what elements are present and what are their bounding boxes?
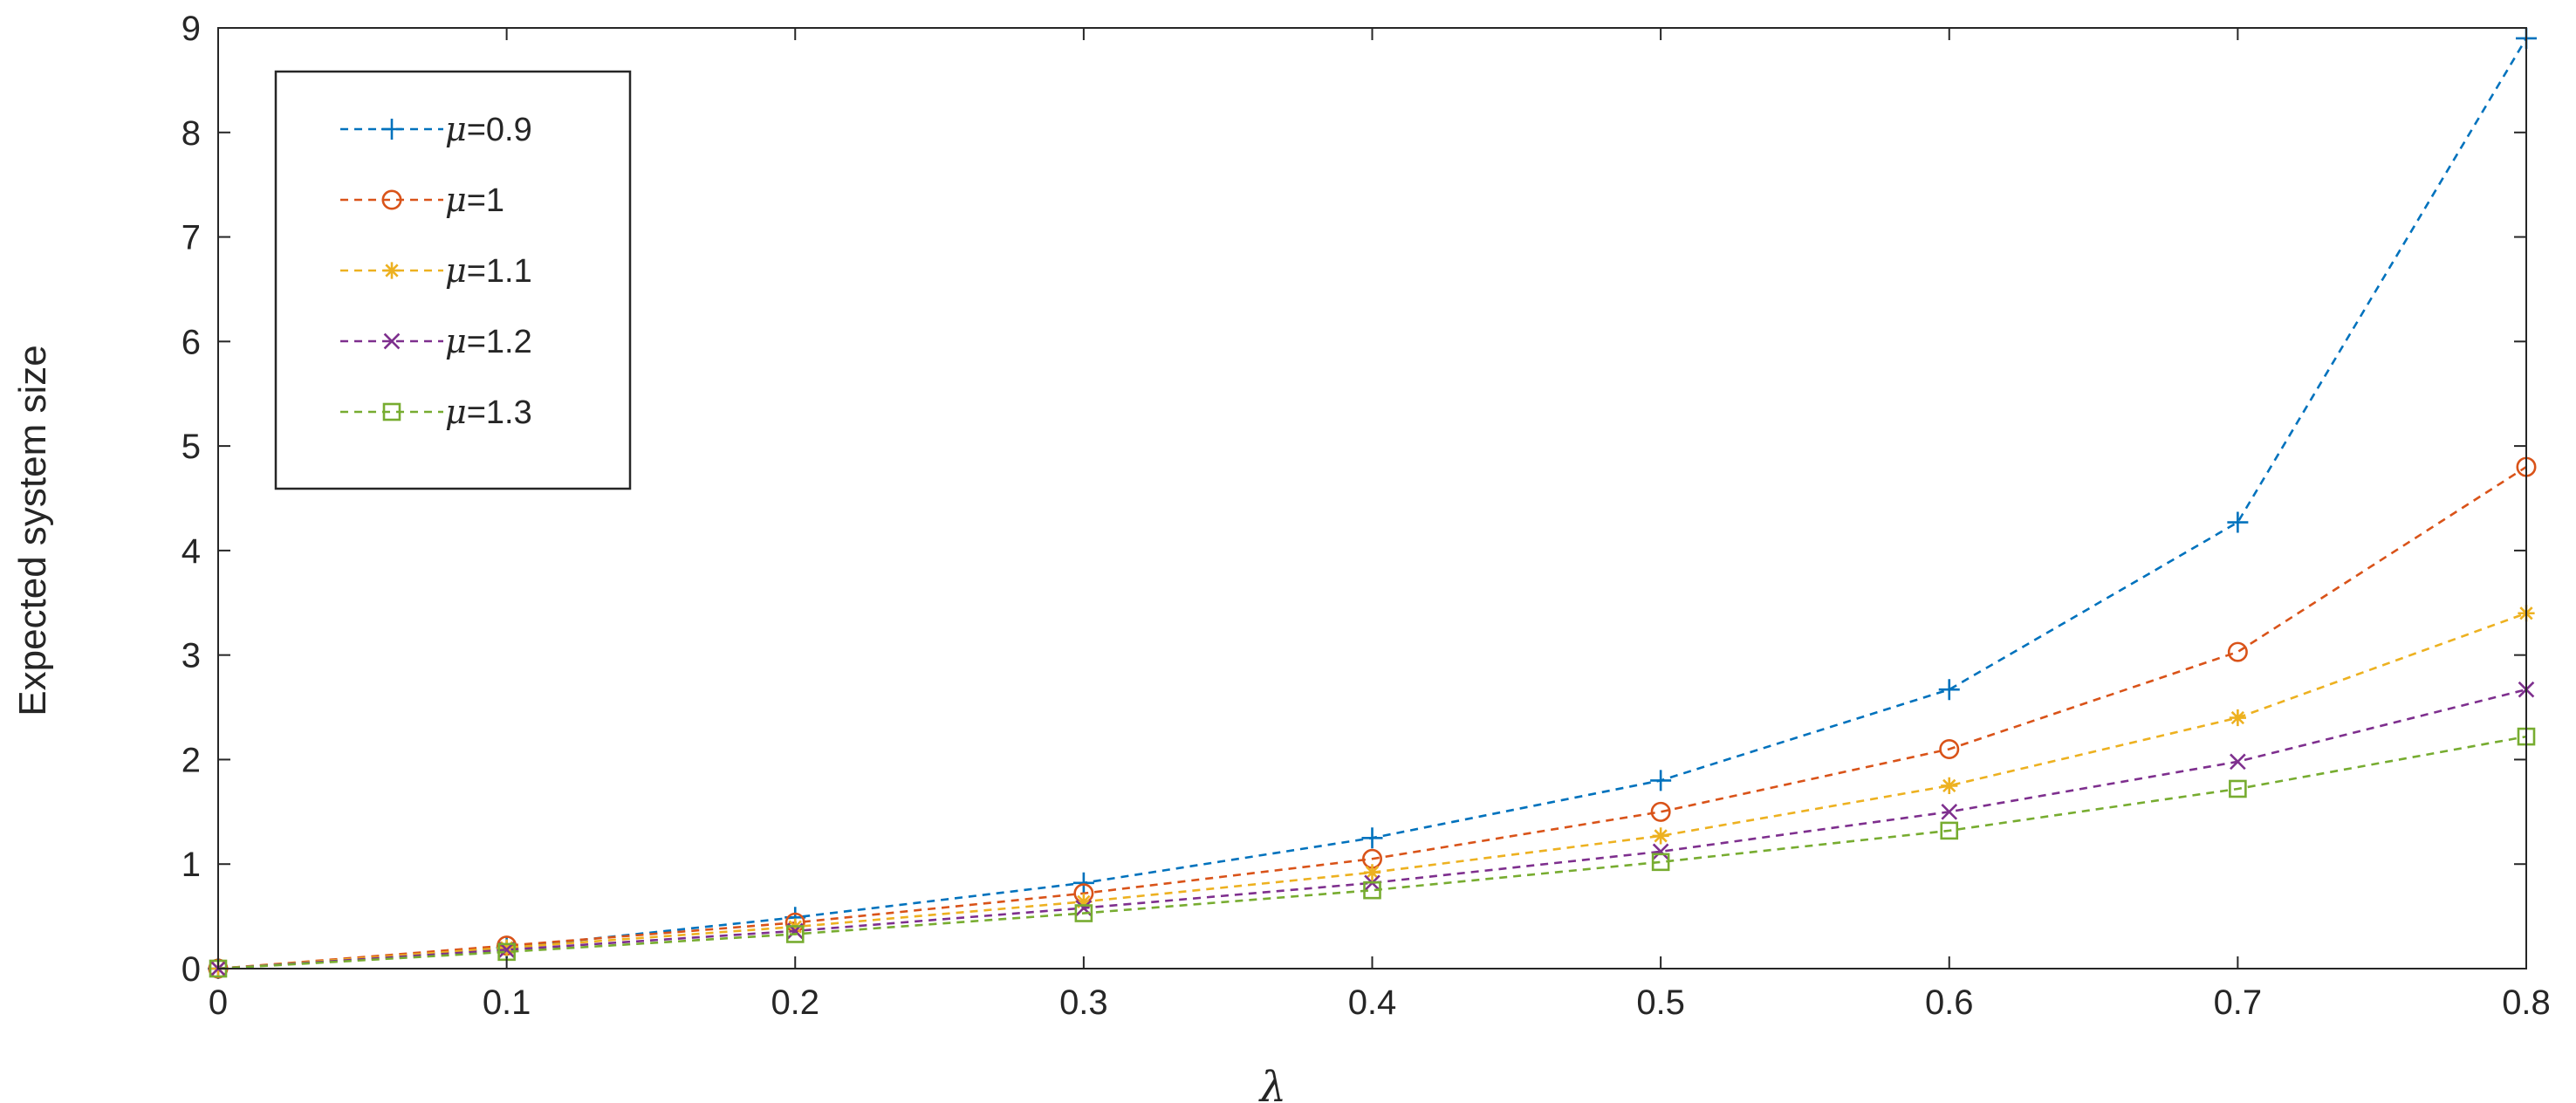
series-5	[209, 727, 2536, 978]
data-point	[2227, 511, 2249, 533]
series-line	[217, 465, 2527, 970]
x-tick-label: 0.4	[1348, 983, 1397, 1022]
data-point	[1074, 904, 1093, 922]
y-tick-label: 6	[182, 323, 201, 361]
data-point	[498, 939, 516, 956]
x-tick-label: 0.3	[1059, 983, 1108, 1022]
legend-mu-value: =0.9	[467, 112, 532, 148]
data-point	[1652, 843, 1669, 860]
x-tick-label: 0.1	[483, 983, 531, 1022]
y-tick-label: 7	[182, 219, 201, 257]
data-point	[785, 925, 805, 943]
legend-item: μ=1.1	[340, 251, 532, 290]
ticks-layer: 0 0.1 0.2 0.3 0.4 0.5 0.6 0.7 0.8 0 1 2 3 4 5 6 7 8 9	[182, 10, 2551, 1022]
legend-marker	[383, 262, 401, 279]
series-line	[217, 735, 2527, 970]
x-tick-label: 0.2	[771, 983, 819, 1022]
legend-box	[274, 70, 632, 490]
data-point	[1941, 777, 1958, 794]
x-tick-label: 0.8	[2502, 983, 2551, 1022]
data-point	[1650, 770, 1672, 791]
legend-mu-symbol: μ	[445, 251, 467, 290]
legend-item: μ=1	[340, 181, 504, 219]
legend-marker	[383, 332, 401, 350]
y-tick-label: 9	[182, 10, 201, 48]
legend-mu-value: =1.2	[467, 324, 532, 360]
data-point	[2229, 779, 2247, 798]
legend-mu-symbol: μ	[445, 393, 467, 431]
y-tick-label: 0	[182, 950, 201, 989]
legend-item: μ=1.2	[340, 322, 532, 360]
data-point	[1652, 827, 1669, 845]
y-axis-label: Expected system size	[11, 345, 54, 716]
legend-mu-value: =1.1	[467, 253, 532, 290]
legend-label: μ=1	[445, 181, 504, 219]
legend-marker	[381, 189, 402, 210]
data-point	[1075, 893, 1093, 910]
y-tick-label: 8	[182, 114, 201, 153]
x-tick-label: 0.5	[1636, 983, 1685, 1022]
x-tick-label: 0	[209, 983, 228, 1022]
legend-marker	[381, 119, 402, 140]
legend-mu-symbol: μ	[445, 110, 467, 148]
data-point	[2230, 753, 2246, 771]
legend-marker	[382, 402, 401, 421]
series-layer	[208, 27, 2537, 979]
x-tick-label: 0.7	[2214, 983, 2263, 1022]
legend-mu-value: =1.3	[467, 394, 532, 431]
legend-mu-symbol: μ	[445, 322, 467, 360]
legend-item: μ=0.9	[340, 110, 532, 148]
legend-label: μ=0.9	[445, 110, 532, 148]
legend-mu-symbol: μ	[445, 181, 467, 219]
y-tick-label: 1	[182, 846, 201, 884]
data-point	[1650, 801, 1671, 822]
data-point	[2229, 709, 2246, 727]
data-point	[1072, 872, 1094, 894]
y-tick-label: 3	[182, 637, 201, 675]
y-tick-label: 4	[182, 532, 201, 571]
y-tick-label: 2	[182, 741, 201, 779]
legend-item: μ=1.3	[340, 393, 532, 431]
legend-mu-value: =1	[467, 182, 504, 219]
series-line	[217, 612, 2527, 970]
legend-label: μ=1.1	[445, 251, 532, 290]
legend: μ=0.9μ=1μ=1.1μ=1.2μ=1.3	[274, 70, 632, 490]
data-point	[1940, 821, 1959, 840]
data-point	[1361, 827, 1383, 849]
y-tick-label: 5	[182, 428, 201, 466]
legend-label: μ=1.2	[445, 322, 532, 360]
data-point	[1363, 864, 1381, 881]
series-3	[209, 605, 2535, 977]
legend-label: μ=1.3	[445, 393, 532, 431]
x-axis-label: λ	[1258, 1063, 1286, 1103]
data-point	[1938, 679, 1960, 701]
data-point	[1939, 738, 1960, 759]
series-2	[208, 456, 2537, 979]
data-point	[1941, 804, 1958, 820]
data-point	[2227, 641, 2248, 662]
x-tick-label: 0.6	[1925, 983, 1974, 1022]
data-point	[1651, 853, 1670, 872]
series-line	[217, 688, 2527, 970]
data-point	[1363, 880, 1381, 900]
